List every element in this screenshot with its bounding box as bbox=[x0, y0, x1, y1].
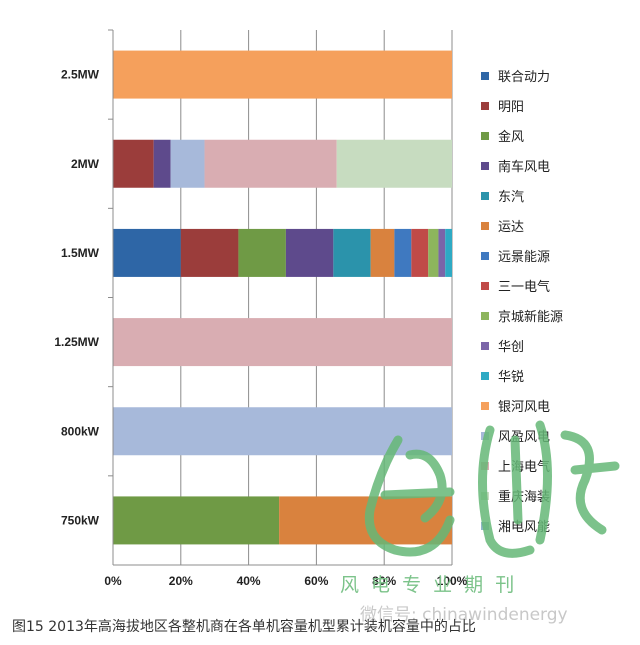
gridlines bbox=[112, 30, 453, 565]
legend-label: 重庆海装 bbox=[498, 489, 550, 505]
legend-label: 风盈风电 bbox=[498, 430, 550, 445]
legend-label: 联合动力 bbox=[498, 70, 550, 85]
y-tick-label: 1.25MW bbox=[54, 335, 99, 349]
axes: 0% 20% 40% 60% 80% 100% 2.5MW 2MW 1.5MW 1.25MW 800… bbox=[54, 29, 468, 588]
bars bbox=[113, 50, 452, 545]
bar-segment bbox=[370, 228, 395, 277]
legend-swatch bbox=[481, 72, 489, 80]
y-tick-label: 750kW bbox=[61, 513, 100, 527]
y-tick-label: 800kW bbox=[61, 424, 100, 438]
legend-swatch bbox=[481, 252, 489, 260]
bar-segment bbox=[411, 228, 429, 277]
figure-caption: 图15 2013年高海拔地区各整机商在各单机容量机型累计装机容量中的占比 bbox=[12, 619, 476, 635]
legend-label: 华锐 bbox=[498, 370, 524, 385]
bar-segment bbox=[180, 228, 239, 277]
legend-label: 华创 bbox=[498, 340, 524, 355]
legend-swatch bbox=[481, 282, 489, 290]
bar-segment bbox=[204, 139, 337, 188]
y-tick-label: 1.5MW bbox=[61, 246, 100, 260]
legend-swatch bbox=[481, 402, 489, 410]
bar-segment bbox=[333, 228, 371, 277]
legend-label: 银河风电 bbox=[498, 400, 550, 415]
legend-swatch bbox=[481, 192, 489, 200]
bar-segment bbox=[445, 228, 452, 277]
legend: 联合动力明阳金风南车风电东汽运达远景能源三一电气京城新能源华创华锐银河风电风盈风… bbox=[481, 70, 563, 535]
x-tick-label: 60% bbox=[304, 574, 328, 588]
bar-segment bbox=[113, 228, 181, 277]
legend-label: 南车风电 bbox=[498, 159, 550, 175]
bar-segment bbox=[285, 228, 334, 277]
bar-segment bbox=[428, 228, 439, 277]
legend-swatch bbox=[481, 162, 489, 170]
x-tick-label: 20% bbox=[169, 574, 193, 588]
x-tick-label: 0% bbox=[104, 574, 122, 588]
bar-segment bbox=[113, 407, 452, 456]
legend-swatch bbox=[481, 372, 489, 380]
legend-label: 湘电风能 bbox=[498, 520, 550, 535]
legend-swatch bbox=[481, 132, 489, 140]
x-tick-label: 80% bbox=[372, 574, 396, 588]
legend-swatch bbox=[481, 462, 489, 470]
bar-segment bbox=[279, 496, 452, 545]
legend-label: 上海电气 bbox=[498, 459, 550, 475]
bar-segment bbox=[336, 139, 452, 188]
bar-segment bbox=[153, 139, 171, 188]
legend-swatch bbox=[481, 432, 489, 440]
legend-label: 远景能源 bbox=[498, 250, 550, 265]
y-tick-label: 2.5MW bbox=[61, 68, 100, 82]
legend-label: 京城新能源 bbox=[498, 309, 563, 325]
legend-label: 金风 bbox=[498, 129, 524, 145]
y-tick-label: 2MW bbox=[71, 157, 100, 171]
bar-segment bbox=[113, 139, 154, 188]
x-tick-label: 40% bbox=[237, 574, 261, 588]
legend-label: 三一电气 bbox=[498, 279, 550, 295]
legend-label: 明阳 bbox=[498, 100, 524, 115]
bar-segment bbox=[113, 50, 452, 99]
bar-segment bbox=[394, 228, 412, 277]
bar-segment bbox=[170, 139, 205, 188]
legend-swatch bbox=[481, 312, 489, 320]
bar-segment bbox=[238, 228, 286, 277]
legend-swatch bbox=[481, 342, 489, 350]
legend-swatch bbox=[481, 522, 489, 530]
legend-label: 东汽 bbox=[498, 190, 524, 205]
legend-label: 运达 bbox=[498, 220, 524, 235]
legend-swatch bbox=[481, 492, 489, 500]
bar-segment bbox=[438, 228, 446, 277]
bar-segment bbox=[113, 496, 280, 545]
x-tick-label: 100% bbox=[437, 574, 468, 588]
bar-segment bbox=[113, 318, 452, 367]
legend-swatch bbox=[481, 222, 489, 230]
legend-swatch bbox=[481, 102, 489, 110]
